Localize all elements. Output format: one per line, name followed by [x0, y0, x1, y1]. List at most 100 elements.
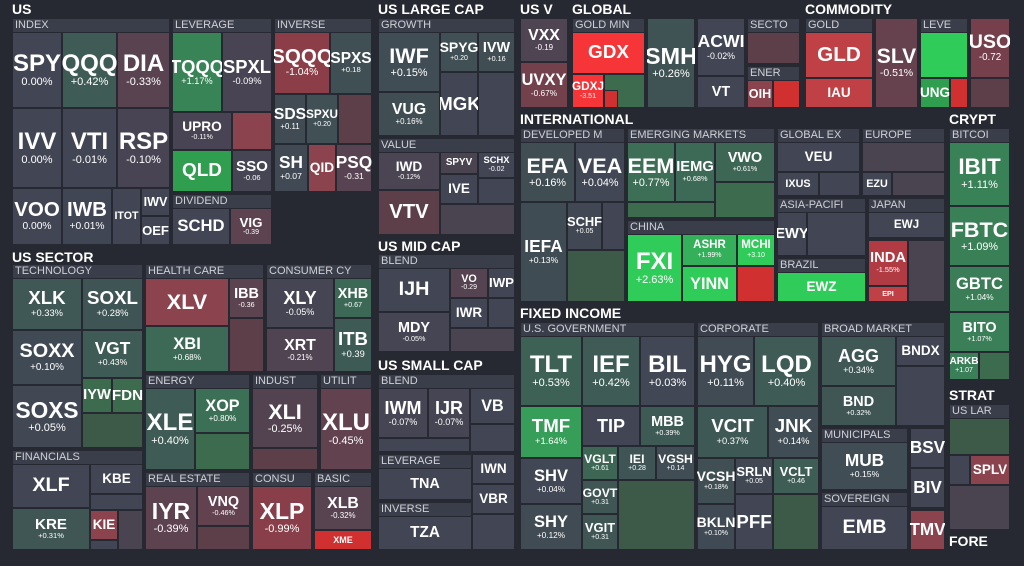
- etf-tile[interactable]: VGLT +0.61: [582, 446, 618, 480]
- etf-tile[interactable]: FBTC +1.09%: [949, 206, 1010, 266]
- etf-tile[interactable]: XLP -0.99%: [252, 486, 312, 550]
- etf-tile[interactable]: EWJ: [868, 212, 945, 238]
- etf-tile[interactable]: QQQ +0.42%: [62, 32, 117, 108]
- etf-tile[interactable]: IWN: [472, 454, 515, 484]
- etf-tile[interactable]: SPXS +0.18: [330, 32, 372, 94]
- etf-tile[interactable]: SPYV: [440, 152, 478, 174]
- etf-tile[interactable]: SDS +0.11: [274, 94, 306, 144]
- etf-tile[interactable]: IWB +0.01%: [62, 188, 112, 245]
- etf-tile[interactable]: IEFA +0.13%: [520, 202, 567, 302]
- etf-tile[interactable]: TMF +1.64%: [520, 406, 582, 458]
- etf-tile[interactable]: VGSH +0.14: [656, 446, 695, 480]
- etf-tile[interactable]: GDX: [572, 32, 645, 74]
- etf-tile[interactable]: PFF: [735, 494, 773, 550]
- etf-tile[interactable]: TIP: [582, 406, 640, 446]
- etf-tile[interactable]: EEM +0.77%: [627, 142, 675, 202]
- etf-tile[interactable]: QID: [308, 144, 336, 192]
- etf-tile[interactable]: IEMG +0.68%: [675, 142, 715, 202]
- etf-tile[interactable]: XLB -0.32%: [314, 486, 372, 530]
- etf-tile[interactable]: SPXL -0.09%: [222, 32, 272, 112]
- etf-tile[interactable]: GBTC +1.04%: [949, 266, 1010, 312]
- etf-tile[interactable]: ASHR +1.99%: [682, 234, 737, 266]
- etf-tile[interactable]: EWZ: [777, 272, 866, 302]
- etf-tile[interactable]: ITOT: [112, 188, 141, 245]
- etf-tile[interactable]: EMB: [821, 506, 908, 550]
- etf-tile[interactable]: PSQ -0.31: [336, 144, 372, 192]
- etf-tile[interactable]: VT: [697, 76, 745, 108]
- etf-tile[interactable]: SCHF +0.05: [567, 202, 602, 250]
- etf-tile[interactable]: EFA +0.16%: [520, 142, 575, 202]
- etf-tile[interactable]: VNQ -0.46%: [197, 486, 250, 526]
- etf-tile[interactable]: XLI -0.25%: [252, 388, 318, 448]
- etf-tile[interactable]: IVW +0.16: [478, 32, 515, 72]
- etf-tile[interactable]: MUB +0.15%: [821, 442, 908, 490]
- etf-tile[interactable]: RSP -0.10%: [117, 108, 170, 188]
- etf-tile[interactable]: VTI -0.01%: [62, 108, 117, 188]
- etf-tile[interactable]: IWR: [450, 298, 488, 328]
- etf-tile[interactable]: BKLN +0.10%: [697, 504, 735, 550]
- etf-tile[interactable]: SPLV: [970, 455, 1010, 485]
- etf-tile[interactable]: IWD -0.12%: [378, 152, 440, 190]
- etf-tile[interactable]: ARKB +1.07: [949, 352, 979, 380]
- etf-tile[interactable]: XLK +0.33%: [12, 278, 82, 330]
- etf-tile[interactable]: SSO -0.06: [232, 150, 272, 192]
- etf-tile[interactable]: SHV +0.04%: [520, 458, 582, 504]
- etf-tile[interactable]: XRT -0.21%: [266, 328, 334, 372]
- etf-tile[interactable]: IXUS: [777, 172, 819, 196]
- etf-tile[interactable]: USO -0.72: [970, 18, 1010, 78]
- etf-tile[interactable]: SPY 0.00%: [12, 32, 62, 108]
- etf-tile[interactable]: IYR -0.39%: [145, 486, 197, 550]
- etf-tile[interactable]: IAU: [805, 78, 873, 108]
- etf-tile[interactable]: VEA +0.04%: [575, 142, 625, 202]
- etf-tile[interactable]: VCIT +0.37%: [697, 406, 768, 458]
- etf-tile[interactable]: IWM -0.07%: [378, 388, 428, 438]
- etf-tile[interactable]: XLU -0.45%: [320, 388, 372, 470]
- etf-tile[interactable]: SCHD: [172, 208, 230, 245]
- etf-tile[interactable]: TLT +0.53%: [520, 336, 582, 406]
- etf-tile[interactable]: XOP +0.80%: [195, 388, 250, 433]
- etf-tile[interactable]: XLF: [12, 464, 90, 508]
- etf-tile[interactable]: VEU: [777, 142, 860, 172]
- etf-tile[interactable]: UVXY -0.67%: [520, 62, 568, 108]
- etf-tile[interactable]: XLV: [145, 278, 229, 326]
- etf-tile[interactable]: IJH: [378, 268, 450, 312]
- etf-tile[interactable]: BND +0.32%: [821, 386, 896, 426]
- etf-tile[interactable]: SPYG +0.20: [440, 32, 478, 72]
- etf-tile[interactable]: TMV: [910, 510, 945, 550]
- etf-tile[interactable]: TNA: [378, 468, 472, 500]
- etf-tile[interactable]: XBI +0.68%: [145, 326, 229, 372]
- etf-tile[interactable]: IEI +0.28: [618, 446, 656, 480]
- etf-tile[interactable]: KBE: [90, 464, 143, 494]
- etf-tile[interactable]: AGG +0.34%: [821, 336, 896, 386]
- etf-tile[interactable]: ITB +0.39: [334, 318, 372, 372]
- etf-tile[interactable]: BITO +1.07%: [949, 312, 1010, 352]
- etf-tile[interactable]: YINN: [682, 266, 737, 302]
- etf-tile[interactable]: IEF +0.42%: [582, 336, 640, 406]
- etf-tile[interactable]: EZU: [862, 172, 892, 196]
- etf-tile[interactable]: SQQQ -1.04%: [274, 32, 330, 94]
- etf-tile[interactable]: KIE: [90, 510, 118, 540]
- etf-tile[interactable]: MGK: [440, 72, 478, 136]
- etf-tile[interactable]: EPI: [868, 286, 908, 302]
- etf-tile[interactable]: OEF: [141, 216, 170, 245]
- etf-tile[interactable]: FDN: [112, 378, 143, 413]
- etf-tile[interactable]: IVV 0.00%: [12, 108, 62, 188]
- etf-tile[interactable]: IWV: [141, 188, 170, 216]
- etf-tile[interactable]: SPXU +0.20: [306, 94, 338, 144]
- etf-tile[interactable]: JNK +0.14%: [768, 406, 819, 458]
- etf-tile[interactable]: IJR -0.07%: [428, 388, 470, 438]
- etf-tile[interactable]: SLV -0.51%: [875, 18, 918, 108]
- etf-tile[interactable]: LQD +0.40%: [754, 336, 819, 406]
- etf-tile[interactable]: INDA -1.55%: [868, 240, 908, 286]
- etf-tile[interactable]: VIG -0.39: [230, 208, 272, 245]
- etf-tile[interactable]: VB: [470, 388, 515, 424]
- etf-tile[interactable]: ACWI -0.02%: [697, 18, 745, 76]
- etf-tile[interactable]: GDXJ -3.51: [572, 74, 604, 108]
- etf-tile[interactable]: VGT +0.43%: [82, 330, 143, 378]
- etf-tile[interactable]: VXX -0.19: [520, 18, 568, 62]
- etf-tile[interactable]: MBB +0.39%: [640, 406, 695, 446]
- etf-tile[interactable]: UPRO -0.11%: [172, 112, 232, 150]
- etf-tile[interactable]: VTV: [378, 190, 440, 235]
- etf-tile[interactable]: GLD: [805, 32, 873, 78]
- etf-tile[interactable]: EWY: [777, 212, 807, 256]
